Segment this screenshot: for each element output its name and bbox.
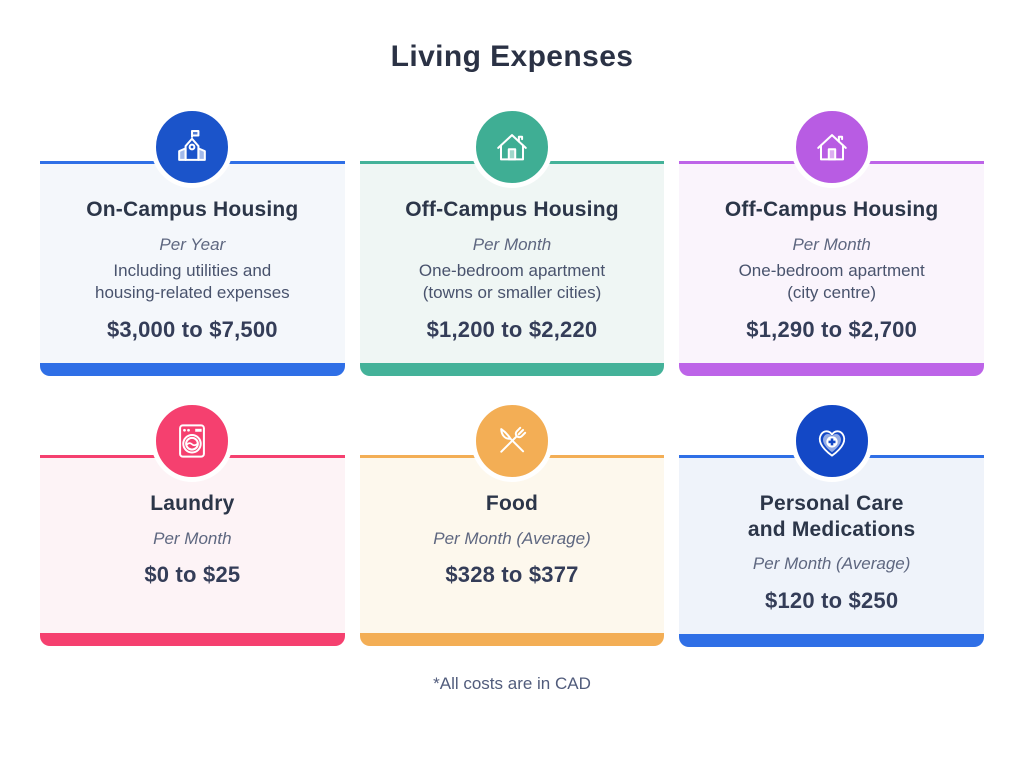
card-description-line: (towns or smaller cities) (422, 282, 602, 302)
card-period: Per Year (159, 234, 226, 254)
card-description: Including utilities and housing-related … (58, 260, 327, 304)
card-title-line2: and Medications (747, 517, 916, 541)
card-description: One-bedroom apartment (towns or smaller … (378, 260, 647, 304)
card-title: Laundry (150, 492, 235, 516)
card-title: Off-Campus Housing (405, 198, 619, 221)
card-period: Per Month (Average) (752, 554, 911, 574)
card-bottom-bar (679, 633, 984, 647)
card-period: Per Month (Average) (433, 528, 591, 548)
card-price: $1,200 to $2,220 (426, 317, 598, 343)
card-bottom-bar (359, 633, 665, 647)
card-body: Off-Campus Housing Per Month One-bedroom… (679, 161, 984, 364)
card-bottom-bar (359, 363, 665, 377)
card-personal-care: Personal Care and Medications Per Month … (679, 400, 984, 647)
heart-medical-icon (790, 400, 873, 483)
school-icon (151, 106, 234, 188)
card-price: $0 to $25 (144, 561, 241, 587)
card-laundry: Laundry Per Month $0 to $25 (40, 400, 345, 647)
card-price: $3,000 to $7,500 (106, 317, 278, 343)
card-price: $1,290 to $2,700 (746, 317, 918, 343)
card-bottom-bar (40, 633, 345, 647)
card-bottom-bar (40, 363, 345, 377)
card-body: On-Campus Housing Per Year Including uti… (40, 161, 345, 364)
card-body: Food Per Month (Average) $328 to $377 (359, 455, 665, 634)
card-description-line: One-bedroom apartment (738, 260, 925, 280)
card-description-line: One-bedroom apartment (418, 260, 606, 280)
card-off-campus-housing-city: Off-Campus Housing Per Month One-bedroom… (679, 106, 984, 377)
card-title: On-Campus Housing (86, 198, 299, 221)
card-body: Personal Care and Medications Per Month … (679, 455, 984, 634)
card-price: $120 to $250 (765, 587, 899, 613)
card-body: Laundry Per Month $0 to $25 (40, 455, 345, 634)
card-bottom-bar (679, 363, 984, 377)
house-icon (470, 106, 553, 188)
footnote: *All costs are in CAD (433, 673, 591, 693)
card-period: Per Month (792, 234, 871, 254)
card-period: Per Month (153, 528, 232, 548)
card-description: One-bedroom apartment (city centre) (697, 260, 966, 304)
card-food: Food Per Month (Average) $328 to $377 (359, 400, 665, 647)
card-description-line: housing-related expenses (94, 282, 290, 302)
living-expenses-infographic: Living Expenses On-Campus Housing Per Ye… (0, 40, 1024, 779)
utensils-icon (470, 400, 553, 483)
card-title: Personal Care (759, 492, 904, 516)
card-period: Per Month (472, 234, 552, 254)
card-body: Off-Campus Housing Per Month One-bedroom… (359, 161, 665, 364)
house-icon (790, 106, 873, 188)
card-on-campus-housing: On-Campus Housing Per Year Including uti… (40, 106, 345, 377)
card-price: $328 to $377 (445, 561, 579, 587)
page-title: Living Expenses (390, 40, 634, 73)
card-description-line: (city centre) (787, 282, 877, 302)
card-title: Off-Campus Housing (724, 198, 939, 221)
card-off-campus-housing-towns: Off-Campus Housing Per Month One-bedroom… (359, 106, 665, 377)
washing-machine-icon (151, 400, 234, 483)
cards-grid: On-Campus Housing Per Year Including uti… (40, 106, 984, 647)
card-description-line: Including utilities and (113, 260, 272, 280)
card-title: Food (485, 492, 539, 516)
